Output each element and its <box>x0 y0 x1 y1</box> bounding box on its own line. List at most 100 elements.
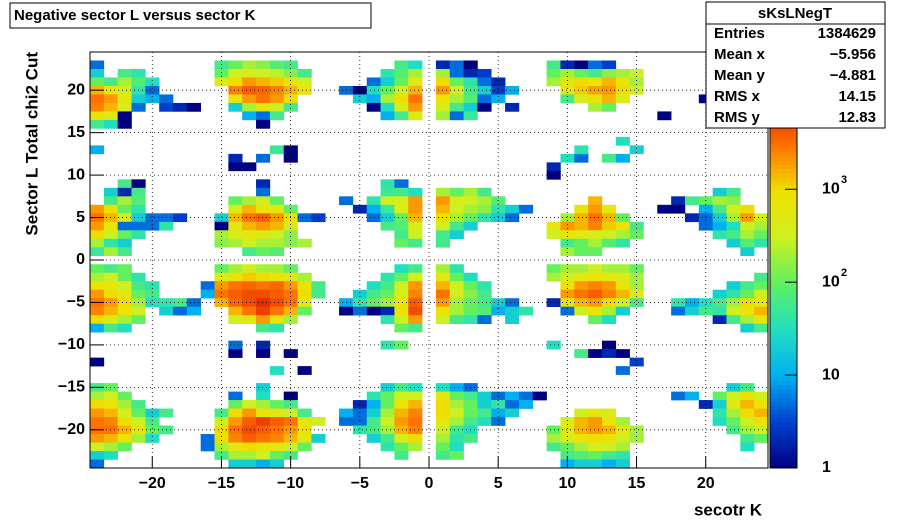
heatmap-cell <box>754 221 768 231</box>
color-bar-step <box>770 193 797 199</box>
heatmap-cell <box>380 315 395 324</box>
heatmap-cell <box>256 298 271 307</box>
heatmap-cell <box>574 417 589 426</box>
heatmap-cell <box>214 272 229 282</box>
heatmap-cell <box>505 298 520 307</box>
heatmap-cell <box>435 230 451 240</box>
heatmap-cell <box>228 417 243 426</box>
heatmap-cell <box>754 408 768 418</box>
heatmap-cell <box>90 306 105 316</box>
heatmap-cell <box>435 281 451 291</box>
heatmap-cell <box>505 204 520 214</box>
heatmap-cell <box>435 68 451 78</box>
heatmap-cell <box>560 77 575 87</box>
heatmap-cell <box>256 196 271 206</box>
heatmap-cell <box>228 315 243 324</box>
heatmap-cell <box>477 102 492 112</box>
heatmap-cell <box>283 68 298 78</box>
color-bar-step <box>770 164 797 169</box>
heatmap-cell <box>256 434 271 443</box>
heatmap-cell <box>726 425 741 435</box>
x-tick-label: 0 <box>425 475 434 492</box>
heatmap-cell <box>380 289 395 299</box>
heatmap-cell <box>657 111 672 121</box>
heatmap-cell <box>435 315 451 324</box>
heatmap-cell <box>380 306 395 316</box>
heatmap-cell <box>380 434 395 443</box>
heatmap-cell <box>256 306 271 316</box>
heatmap-cell <box>269 221 285 231</box>
heatmap-cell <box>117 204 132 214</box>
heatmap-cell <box>601 213 617 223</box>
color-bar-step <box>770 143 797 149</box>
heatmap-cell <box>463 94 478 104</box>
heatmap-cell <box>740 247 755 257</box>
heatmap-cell <box>366 213 381 223</box>
stats-box: sKsLNegT Entries 1384629 Mean x −5.956 Mean … <box>705 1 886 129</box>
heatmap-cell <box>297 434 312 443</box>
heatmap-cell <box>408 442 423 452</box>
heatmap-cell <box>408 281 423 291</box>
heatmap-cell <box>228 306 243 316</box>
heatmap-cell <box>477 187 492 197</box>
heatmap-cell <box>449 425 464 435</box>
heatmap-cell <box>712 417 727 426</box>
heatmap-cell <box>712 408 727 418</box>
heatmap-cell <box>117 434 132 443</box>
heatmap-cell <box>726 289 741 299</box>
heatmap-cell <box>256 383 271 392</box>
heatmap-cell <box>159 408 174 418</box>
heatmap-cell <box>103 306 118 316</box>
heatmap-cell <box>394 451 409 460</box>
heatmap-cell <box>449 315 464 324</box>
heatmap-cell <box>117 281 132 291</box>
heatmap-cell <box>684 306 700 316</box>
heatmap-cell <box>90 315 105 324</box>
heatmap-cell <box>380 68 395 78</box>
heatmap-cell <box>269 213 285 223</box>
heatmap-cell <box>463 196 478 206</box>
heatmap-cell <box>394 230 409 240</box>
heatmap-cell <box>269 94 285 104</box>
heatmap-cell <box>256 94 271 104</box>
color-bar-step <box>770 434 797 440</box>
heatmap-cell <box>269 238 285 248</box>
heatmap-cell <box>463 204 478 214</box>
heatmap-cell <box>435 306 451 316</box>
color-bar-step <box>770 201 797 207</box>
heatmap-cell <box>740 315 755 324</box>
heatmap-cell <box>256 417 271 426</box>
heatmap-cell <box>297 68 312 78</box>
heatmap-cell <box>754 400 768 409</box>
heatmap-cell <box>588 247 603 257</box>
heatmap-cell <box>505 213 520 223</box>
heatmap-cell <box>546 230 561 240</box>
heatmap-cell <box>394 68 409 78</box>
heatmap-cell <box>366 85 381 95</box>
heatmap-cell <box>408 306 423 316</box>
heatmap-cell <box>574 247 589 257</box>
heatmap-cell <box>505 306 520 316</box>
heatmap-cell <box>615 221 630 231</box>
heatmap-cell <box>117 306 132 316</box>
heatmap-cell <box>408 425 423 435</box>
heatmap-cell <box>269 111 285 121</box>
heatmap-cell <box>117 196 132 206</box>
heatmap-cell <box>131 306 146 316</box>
heatmap-cell <box>463 77 478 87</box>
heatmap-cell <box>90 391 105 401</box>
color-bar-step <box>770 380 797 386</box>
heatmap-cell <box>256 102 271 112</box>
heatmap-cell <box>435 102 451 112</box>
heatmap-cell <box>131 196 146 206</box>
heatmap-cell <box>283 94 298 104</box>
heatmap-cell <box>394 442 409 452</box>
heatmap-cell <box>394 391 409 401</box>
heatmap-cell <box>256 323 271 333</box>
heatmap-cell <box>103 94 118 104</box>
heatmap-cell <box>366 417 381 426</box>
heatmap-cell <box>588 85 603 95</box>
heatmap-cell <box>103 102 118 112</box>
heatmap-cell <box>131 408 146 418</box>
